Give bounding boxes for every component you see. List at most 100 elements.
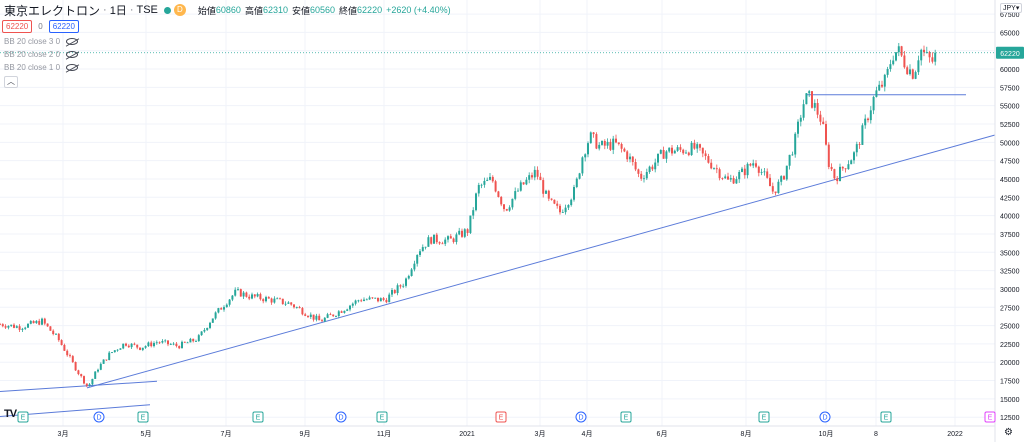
candle-body [561,212,564,213]
indicator-bb-3[interactable]: BB 20 close 3 0 [4,37,79,46]
candle-body [550,198,553,200]
candle-body [458,230,461,235]
candle-body [914,72,917,79]
gear-icon[interactable]: ⚙ [1004,427,1013,438]
event-marker-label: E [21,415,26,422]
y-tick-label: 45000 [1000,177,1020,184]
candle-body [788,154,791,166]
symbol-title[interactable]: 東京エレクトロン [4,3,101,18]
candle-body [108,352,111,361]
candle-body [923,49,925,53]
candle-body [598,144,601,149]
event-marker-label: E [256,415,261,422]
eye-slash-icon[interactable] [66,51,79,58]
candle-body [559,205,561,213]
candle-body [312,314,315,320]
dividend-badge[interactable]: D [173,4,186,16]
candle-body [357,300,360,302]
last-price-marker: 62220 [0,46,1024,59]
eye-slash-icon[interactable] [66,64,79,71]
candle-body [724,176,727,179]
interval-label[interactable]: 1日 [109,5,127,17]
candle-body [354,300,357,304]
event-marker-label: E [499,415,504,422]
sell-price-button[interactable]: 62220 [2,20,33,33]
candle-body [584,154,587,158]
high-label: 高値 [244,5,263,16]
candle-body [505,209,508,211]
candle-body [223,307,225,310]
event-marker-label: D [822,415,827,422]
candle-body [377,297,379,302]
collapse-legend-button[interactable]: ︿ [4,76,18,88]
symbol-header: 東京エレクトロン · 1日 · TSE D 始値 60860 高値 62310 安値… [4,3,451,18]
y-tick-label: 42500 [1000,195,1020,202]
candle-body [69,355,71,357]
eye-slash-icon[interactable] [66,38,79,45]
candle-body [727,176,729,180]
candle-body [242,292,245,297]
candle-body [732,178,735,184]
candle-body [900,46,903,56]
candle-body [172,343,175,345]
candle-body [578,173,581,179]
candle-body [1,324,4,327]
currency-select[interactable]: JPY▾ [1000,3,1023,13]
candle-body [564,207,567,213]
candle-body [419,251,421,255]
change-value: +2620 (+4.40%) [386,5,451,15]
indicator-bb-1[interactable]: BB 20 close 1 0 [4,63,79,72]
candle-body [43,318,46,324]
tradingview-logo[interactable]: TV [4,408,17,420]
candle-body [433,234,435,244]
candle-body [15,326,18,328]
candle-body [99,363,102,370]
candle-body [374,297,377,299]
candle-body [743,168,746,176]
y-tick-label: 65000 [1000,30,1020,37]
candle-body [601,141,603,145]
event-marker-label: E [988,415,993,422]
candle-body [886,69,889,75]
candle-body [878,84,881,91]
buy-price-button[interactable]: 62220 [48,20,79,33]
candle-body [197,335,200,342]
candle-body [777,181,780,194]
candle-body [685,152,687,154]
candle-body [662,150,665,159]
y-tick-label: 15000 [1000,397,1020,404]
candle-body [931,57,934,62]
candle-body [715,168,718,170]
candle-body [463,229,466,237]
candle-body [469,215,472,233]
candle-body [844,168,847,170]
candle-body [536,169,539,177]
candle-body [262,299,265,302]
candle-body [318,315,321,321]
candle-body [867,118,869,121]
candle-body [77,370,80,375]
candle-body [461,230,463,237]
candle-body [371,297,374,299]
candle-body [335,316,337,317]
candle-body [573,186,575,200]
candle-body [755,163,757,167]
candle-body [774,191,777,194]
candle-body [85,383,88,386]
candle-body [911,69,914,79]
candle-body [654,162,657,170]
y-tick-label: 60000 [1000,67,1020,74]
candle-body [186,342,189,344]
indicator-bb-2[interactable]: BB 20 close 2 0 [4,50,79,59]
candle-body [640,173,643,179]
candle-body [304,314,307,316]
candle-body [225,304,228,308]
candle-body [547,190,550,199]
candle-body [133,343,136,345]
candle-body [287,302,290,304]
x-tick-label: 8月 [741,430,752,438]
candle-body [116,349,119,351]
candle-body [503,204,505,210]
candle-body [351,303,354,306]
